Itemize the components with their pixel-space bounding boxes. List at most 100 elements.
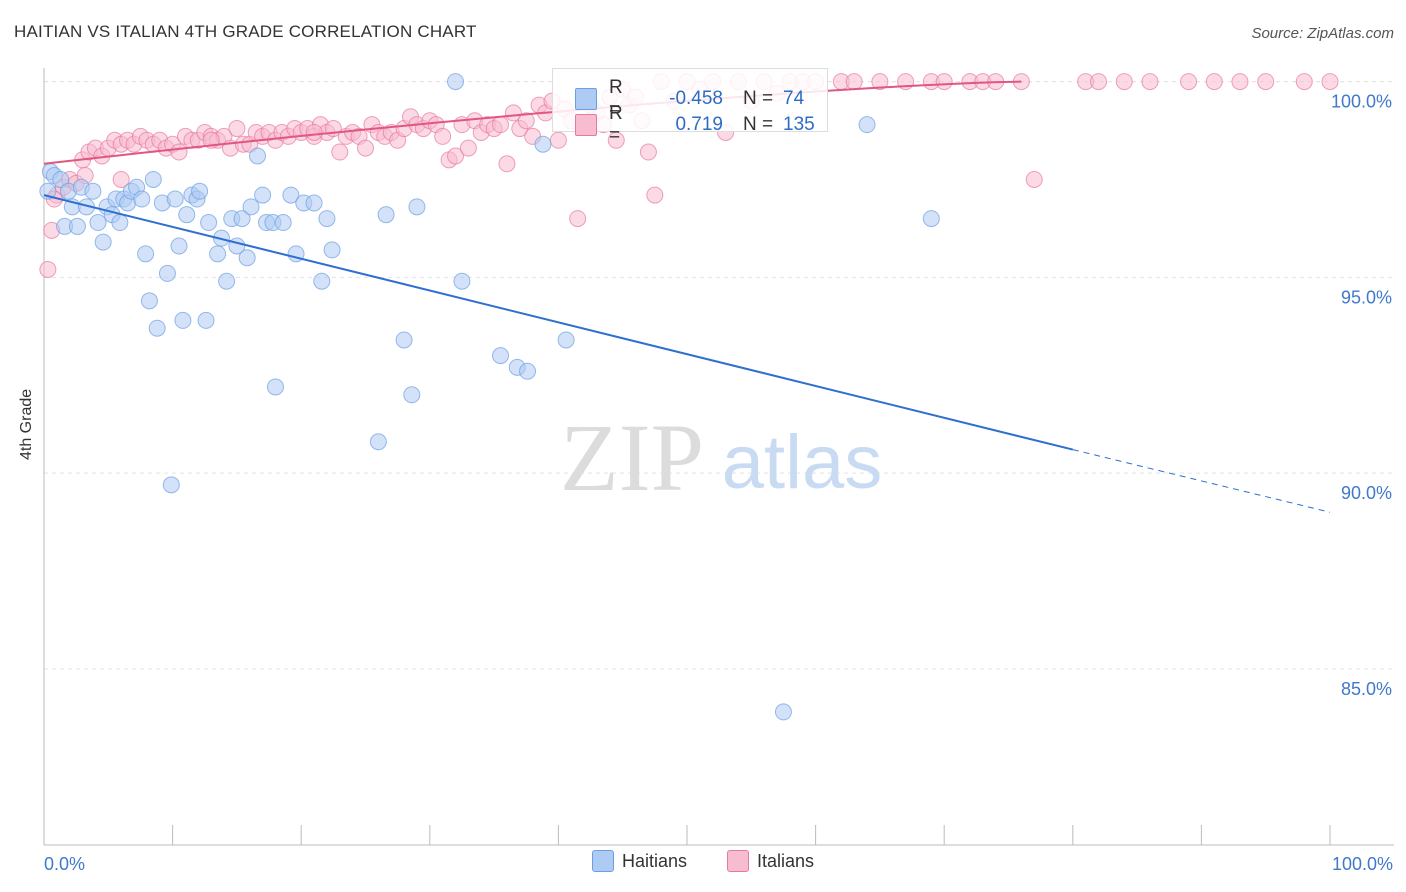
point-haitians [209, 245, 227, 263]
point-haitians [162, 476, 180, 494]
point-italians [646, 186, 664, 204]
point-italians [492, 116, 510, 134]
italians-trend-line [43, 80, 1022, 165]
point-italians [331, 143, 349, 161]
point-haitians [68, 217, 86, 235]
point-haitians [94, 233, 112, 251]
point-haitians [158, 264, 176, 282]
axes [43, 68, 1394, 846]
point-haitians [140, 292, 158, 310]
point-haitians [84, 182, 102, 200]
point-haitians [305, 194, 323, 212]
point-haitians [178, 206, 196, 224]
n-label: N = [743, 114, 774, 135]
point-haitians [492, 347, 510, 365]
point-italians [228, 120, 246, 138]
point-italians [871, 73, 889, 91]
point-italians [1090, 73, 1108, 91]
point-haitians [557, 331, 575, 349]
point-haitians [519, 362, 537, 380]
point-haitians [170, 237, 188, 255]
n-value: 74 [783, 88, 805, 109]
point-haitians [274, 214, 292, 232]
point-italians [1115, 73, 1133, 91]
point-haitians [377, 206, 395, 224]
point-haitians [133, 190, 151, 208]
point-italians [517, 112, 535, 130]
point-italians [1141, 73, 1159, 91]
point-italians [845, 73, 863, 91]
point-italians [459, 139, 477, 157]
x-tick-labels: 0.0% 100.0% [44, 854, 1393, 874]
stats-row-italians: R = 0.719 N = 135 [575, 103, 815, 147]
legend-item-haitians[interactable]: Haitians [591, 850, 687, 872]
point-italians [549, 131, 567, 149]
point-italians [1321, 73, 1339, 91]
y-tick-label: 100.0% [1331, 92, 1392, 112]
n-label: N = [743, 88, 774, 109]
y-tick-label: 95.0% [1341, 287, 1392, 307]
point-haitians [137, 245, 155, 263]
grid-lines [44, 81, 1394, 670]
stats-row-haitians: R = -0.458 N = 74 [575, 77, 804, 121]
x-tick-label-end: 100.0% [1332, 854, 1393, 874]
stats-box: R = -0.458 N = 74 R = 0.719 N = 135 [552, 68, 828, 146]
y-tick-label: 85.0% [1341, 679, 1392, 699]
source-label: Source: ZipAtlas.com [1251, 25, 1394, 42]
point-italians [1257, 73, 1275, 91]
y-axis-label: 4th Grade [18, 388, 35, 460]
point-haitians [144, 170, 162, 188]
point-haitians [453, 272, 471, 290]
point-haitians [89, 214, 107, 232]
haitians-legend-swatch [591, 850, 614, 872]
point-haitians [395, 331, 413, 349]
point-italians [39, 260, 57, 278]
haitians-points [39, 73, 940, 721]
point-haitians [242, 198, 260, 216]
point-italians [935, 73, 953, 91]
legend-label-haitians: Haitians [621, 850, 687, 871]
point-haitians [200, 214, 218, 232]
point-haitians [369, 433, 387, 451]
point-haitians [39, 182, 57, 200]
point-haitians [858, 116, 876, 134]
legend-item-italians[interactable]: Italians [726, 850, 814, 872]
point-italians [305, 123, 323, 141]
point-italians [1231, 73, 1249, 91]
point-italians [447, 147, 465, 165]
point-haitians [197, 311, 215, 329]
point-haitians [111, 214, 129, 232]
x-tick-label-start: 0.0% [44, 854, 85, 874]
point-italians [1205, 73, 1223, 91]
point-italians [569, 210, 587, 228]
haitians-trend-line [43, 194, 1074, 451]
point-italians [607, 131, 625, 149]
point-haitians [238, 249, 256, 267]
italians-swatch [575, 114, 597, 136]
point-italians [498, 155, 516, 173]
r-label: R = [609, 103, 623, 146]
point-italians [1025, 170, 1043, 188]
point-haitians [174, 311, 192, 329]
point-haitians [313, 272, 331, 290]
point-haitians [318, 210, 336, 228]
point-haitians [403, 386, 421, 404]
point-haitians [166, 190, 184, 208]
point-italians [357, 139, 374, 157]
point-haitians [191, 182, 209, 200]
point-italians [1180, 73, 1198, 91]
haitians-swatch [575, 88, 597, 110]
point-italians [1295, 73, 1313, 91]
haitians-trend-extension [1072, 449, 1331, 513]
point-italians [170, 143, 188, 161]
chart-title: HAITIAN VS ITALIAN 4TH GRADE CORRELATION… [14, 22, 477, 41]
point-haitians [774, 703, 792, 721]
n-value: 135 [783, 114, 815, 135]
trend-lines [43, 80, 1331, 513]
r-label: R = [609, 77, 623, 120]
y-tick-labels: 85.0% 90.0% 95.0% 100.0% [1331, 92, 1392, 699]
watermark-zip: ZIP [560, 404, 704, 511]
point-haitians [148, 319, 166, 337]
watermark-atlas: atlas [722, 420, 883, 505]
point-haitians [233, 210, 251, 228]
